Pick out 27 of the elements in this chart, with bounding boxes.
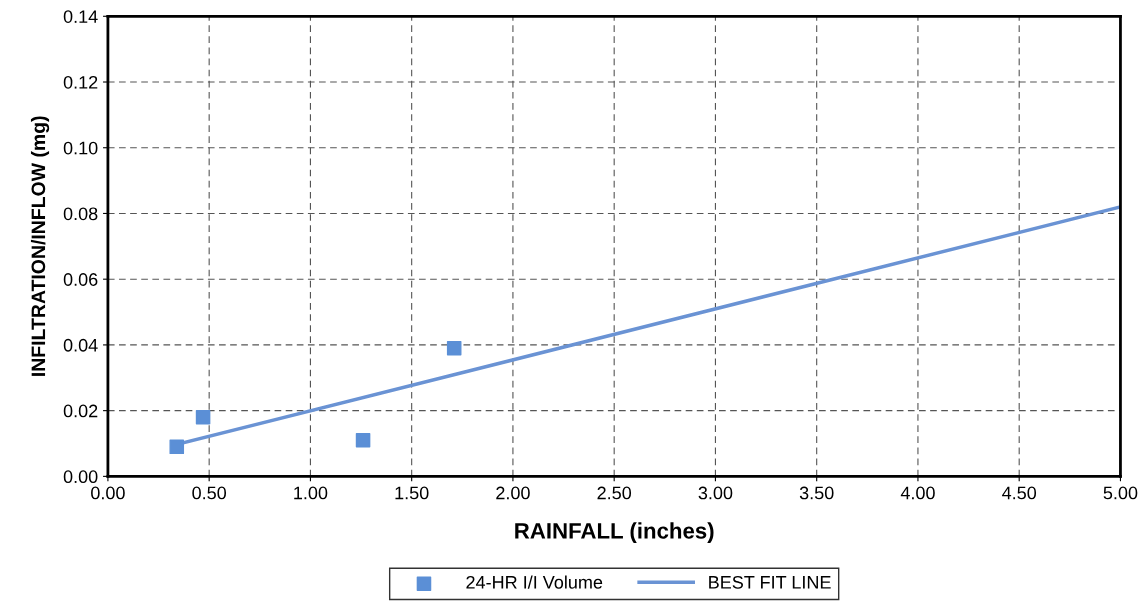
y-tick-label: 0.02	[63, 404, 98, 418]
x-tick-label: 1.00	[294, 486, 328, 500]
x-tick-label: 2.50	[597, 486, 632, 500]
x-tick-label: 0.50	[192, 486, 227, 500]
point	[446, 340, 462, 356]
x-tick-label: 4.50	[1002, 486, 1037, 500]
x-axis-title: RAINFALL (inches)	[515, 522, 714, 544]
y-tick-label: 0.12	[63, 75, 98, 89]
x-tick-label: 5.00	[1103, 486, 1138, 500]
y-tick-label: 0.06	[63, 273, 98, 286]
y-tick-label: 0.10	[63, 141, 98, 155]
legend-label: 24-HR I/I Volume	[466, 575, 603, 589]
point	[169, 439, 185, 455]
y-tick-label: 0.08	[63, 207, 98, 221]
x-tick-label: 0.00	[91, 486, 125, 500]
legend-label: BEST FIT LINE	[709, 575, 831, 589]
x-tick-label: 4.00	[900, 486, 935, 500]
x-tick-label: 2.00	[496, 486, 530, 500]
y-tick-label: 0.00	[63, 470, 98, 484]
x-tick-label: 1.50	[395, 486, 429, 500]
point	[195, 409, 211, 425]
x-tick-label: 3.50	[799, 486, 834, 500]
x-tick-label: 3.00	[698, 486, 733, 500]
y-tick-label: 0.04	[63, 338, 98, 352]
y-tick-label: 0.14	[63, 10, 98, 23]
y-axis-title: INFILTRATION/INFLOW (mg)	[30, 116, 50, 376]
point	[355, 432, 371, 448]
